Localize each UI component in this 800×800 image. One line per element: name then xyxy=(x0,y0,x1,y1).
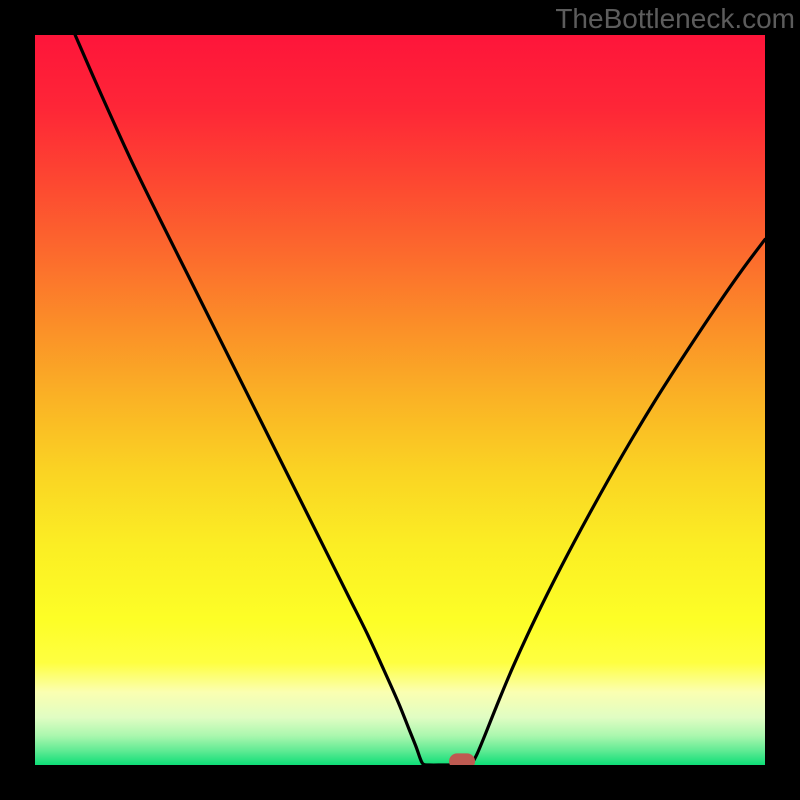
bottleneck-marker xyxy=(35,35,765,765)
watermark-label: TheBottleneck.com xyxy=(555,3,795,35)
